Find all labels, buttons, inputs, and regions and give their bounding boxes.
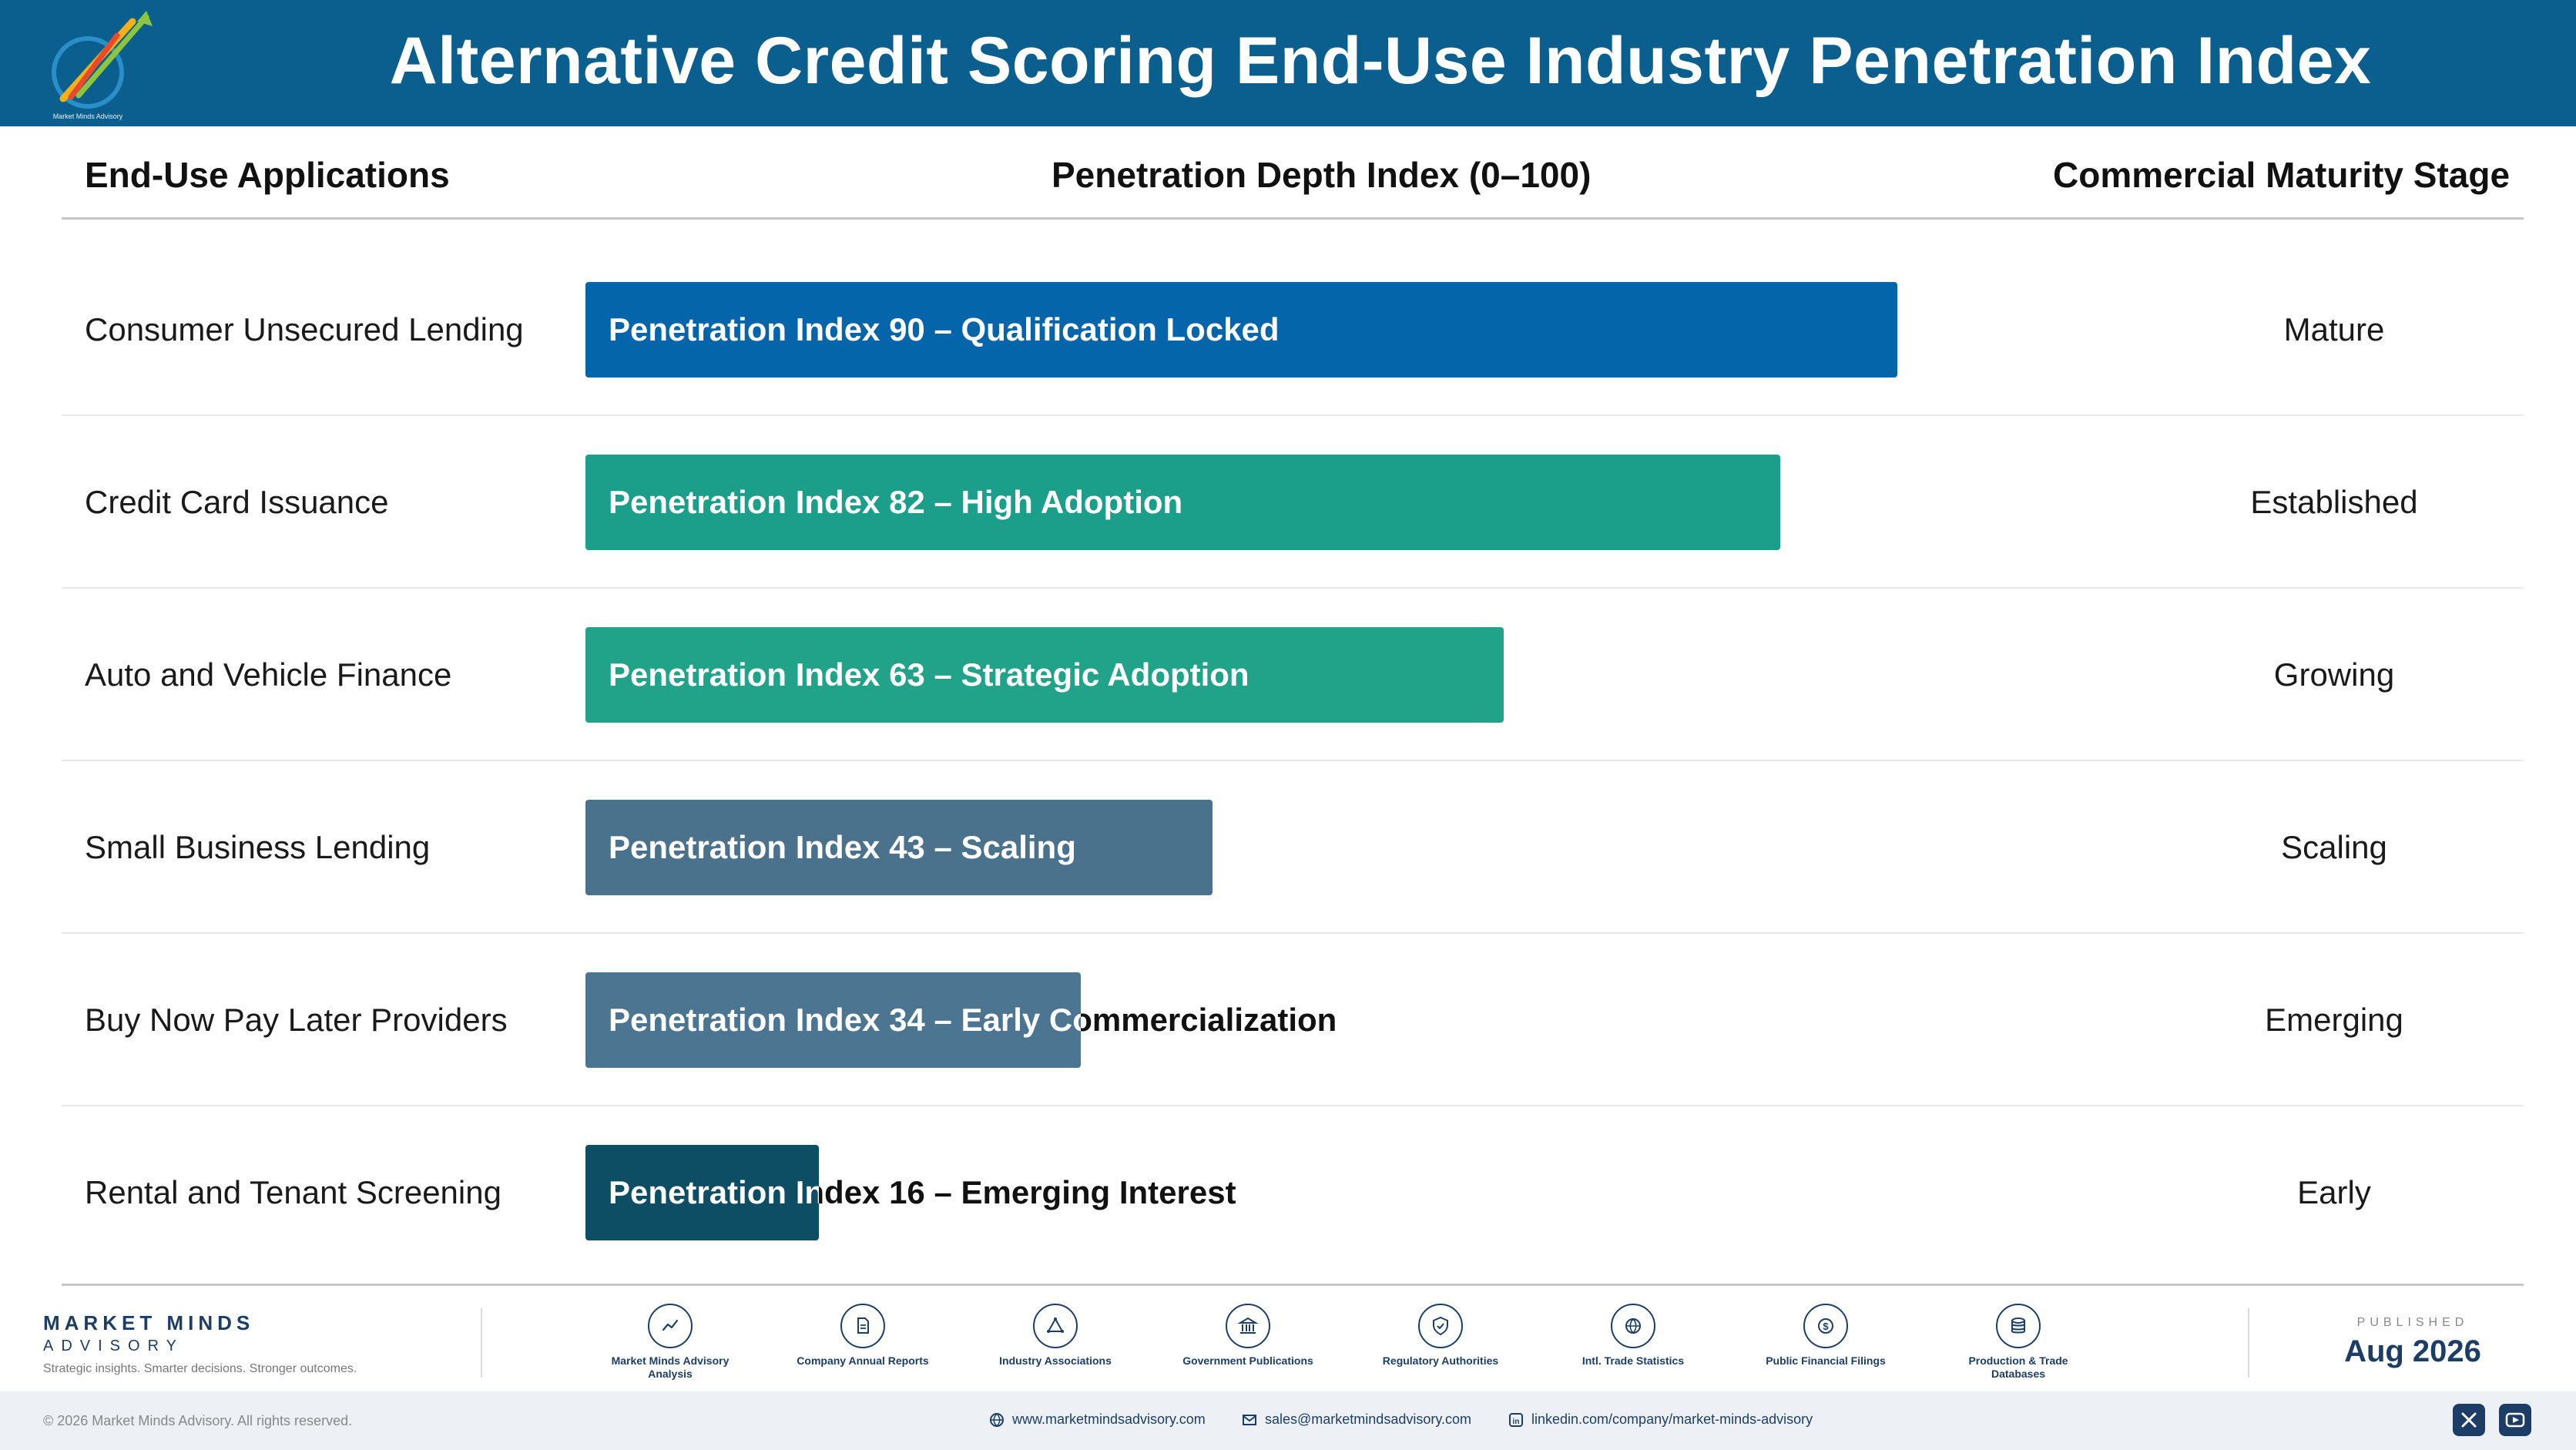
envelope-icon [1243, 1414, 1256, 1425]
svg-text:$: $ [1823, 1321, 1829, 1332]
source-label: Company Annual Reports [797, 1354, 929, 1367]
category-label: Rental and Tenant Screening [85, 1174, 501, 1210]
source-label: Production & Trade Databases [1968, 1354, 2068, 1380]
x-social-button[interactable] [2453, 1404, 2485, 1436]
source-item: Industry Associations [978, 1304, 1132, 1368]
column-header-stage: Commercial Maturity Stage [2053, 155, 2511, 195]
row-divider [62, 760, 2524, 761]
linkedin-icon: in [1509, 1412, 1523, 1427]
category-label: Consumer Unsecured Lending [85, 311, 524, 347]
email-text: sales@marketmindsadvisory.com [1265, 1411, 1472, 1427]
bar-data-label: Penetration Index 43 – Scaling [609, 829, 1076, 865]
category-label: Small Business Lending [85, 829, 431, 865]
rising-arrows-logo-icon: Market Minds Advisory [52, 11, 153, 120]
svg-text:Market Minds Advisory: Market Minds Advisory [53, 112, 123, 120]
footer: MARKET MINDS ADVISORY Strategic insights… [0, 1294, 2576, 1388]
linkedin-text: linkedin.com/company/market-minds-adviso… [1531, 1411, 1813, 1427]
source-label: Government Publications [1182, 1354, 1313, 1367]
copyright-text: © 2026 Market Minds Advisory. All rights… [43, 1413, 353, 1428]
category-label: Credit Card Issuance [85, 484, 389, 520]
maturity-stage-label: Early [2297, 1174, 2371, 1210]
chart-row: Credit Card Issuance Penetration Index 82… [62, 416, 2524, 589]
linkedin-link[interactable]: in linkedin.com/company/market-minds-adv… [1508, 1411, 1813, 1428]
penetration-bar [585, 972, 1081, 1068]
chart-row: Rental and Tenant Screening Penetration I… [62, 1106, 2524, 1279]
brand-name: MARKET MINDS [43, 1311, 255, 1334]
source-label: Regulatory Authorities [1382, 1354, 1499, 1367]
bar-data-label: Penetration Index 90 – Qualification Loc… [609, 311, 1280, 347]
brand-subtitle: ADVISORY [43, 1338, 184, 1354]
dollar-coin-icon: $ [1803, 1304, 1848, 1348]
footer-divider [2248, 1308, 2249, 1378]
website-text: www.marketmindsadvisory.com [1012, 1411, 1206, 1427]
website-link[interactable]: www.marketmindsadvisory.com [989, 1411, 1206, 1428]
source-label: Intl. Trade Statistics [1581, 1354, 1685, 1367]
svg-text:in: in [1513, 1418, 1520, 1426]
page-title: Alternative Credit Scoring End-Use Indus… [389, 24, 2372, 98]
penetration-bar [585, 1145, 819, 1240]
shield-check-icon [1418, 1304, 1463, 1348]
x-icon [2461, 1412, 2477, 1428]
globe-icon [990, 1412, 1004, 1427]
maturity-stage-label: Growing [2273, 656, 2395, 693]
source-item: Production & Trade Databases [1941, 1304, 2095, 1381]
maturity-stage-label: Scaling [2281, 829, 2387, 865]
column-header-applications: End-Use Applications [85, 155, 450, 195]
trend-line-icon [648, 1304, 693, 1348]
contact-bar: © 2026 Market Minds Advisory. All rights… [0, 1391, 2576, 1450]
published-label: PUBLISHED [2356, 1316, 2469, 1329]
maturity-stage-label: Mature [2283, 311, 2385, 347]
bar-data-label: Penetration Index 82 – High Adoption [609, 484, 1183, 520]
row-divider [62, 932, 2524, 934]
category-label: Buy Now Pay Later Providers [85, 1002, 508, 1038]
email-link[interactable]: sales@marketmindsadvisory.com [1242, 1411, 1471, 1428]
header-banner: Market Minds Advisory Alternative Credit… [0, 0, 2576, 126]
network-triangle-icon [1033, 1304, 1078, 1348]
penetration-bar [585, 800, 1213, 895]
database-icon [1996, 1304, 2041, 1348]
source-item: Government Publications [1171, 1304, 1325, 1368]
row-divider [62, 587, 2524, 589]
penetration-bar [585, 455, 1780, 550]
category-label: Auto and Vehicle Finance [85, 656, 452, 693]
penetration-bar [585, 627, 1504, 723]
penetration-bar [585, 282, 1897, 378]
chart-row: Consumer Unsecured Lending Penetration In… [62, 243, 2524, 416]
source-item: Regulatory Authorities [1363, 1304, 1518, 1368]
header-divider [62, 217, 2524, 220]
row-divider [62, 1105, 2524, 1106]
chart-row: Auto and Vehicle Finance Penetration Inde… [62, 589, 2524, 761]
source-label: Industry Associations [999, 1354, 1112, 1367]
chart-row: Buy Now Pay Later Providers Penetration I… [62, 934, 2524, 1106]
source-item: $ Public Financial Filings [1749, 1304, 1903, 1368]
column-header-index: Penetration Depth Index (0–100) [1052, 155, 1592, 195]
chart-bottom-divider [62, 1284, 2524, 1286]
chart-row: Small Business Lending Penetration Index … [62, 761, 2524, 934]
maturity-stage-label: Established [2250, 484, 2418, 520]
source-item: Company Annual Reports [786, 1304, 940, 1368]
government-building-icon [1226, 1304, 1270, 1348]
bar-data-label: Penetration Index 34 – Early Commerciali… [609, 1002, 1337, 1038]
brand-tagline: Strategic insights. Smarter decisions. S… [43, 1362, 357, 1375]
maturity-stage-label: Emerging [2265, 1002, 2403, 1038]
document-icon [840, 1304, 885, 1348]
row-divider [62, 415, 2524, 416]
youtube-icon [2505, 1412, 2525, 1428]
footer-divider [481, 1308, 482, 1378]
source-label: Market Minds Advisory Analysis [611, 1354, 730, 1380]
youtube-social-button[interactable] [2499, 1404, 2531, 1436]
bar-data-label: Penetration Index 16 – Emerging Interest [609, 1174, 1236, 1210]
source-item: Intl. Trade Statistics [1556, 1304, 1710, 1368]
source-item: Market Minds Advisory Analysis [593, 1304, 747, 1381]
source-label: Public Financial Filings [1766, 1354, 1886, 1367]
published-date: Aug 2026 [2344, 1334, 2481, 1368]
globe-icon [1611, 1304, 1655, 1348]
bar-data-label: Penetration Index 63 – Strategic Adoptio… [609, 656, 1249, 693]
